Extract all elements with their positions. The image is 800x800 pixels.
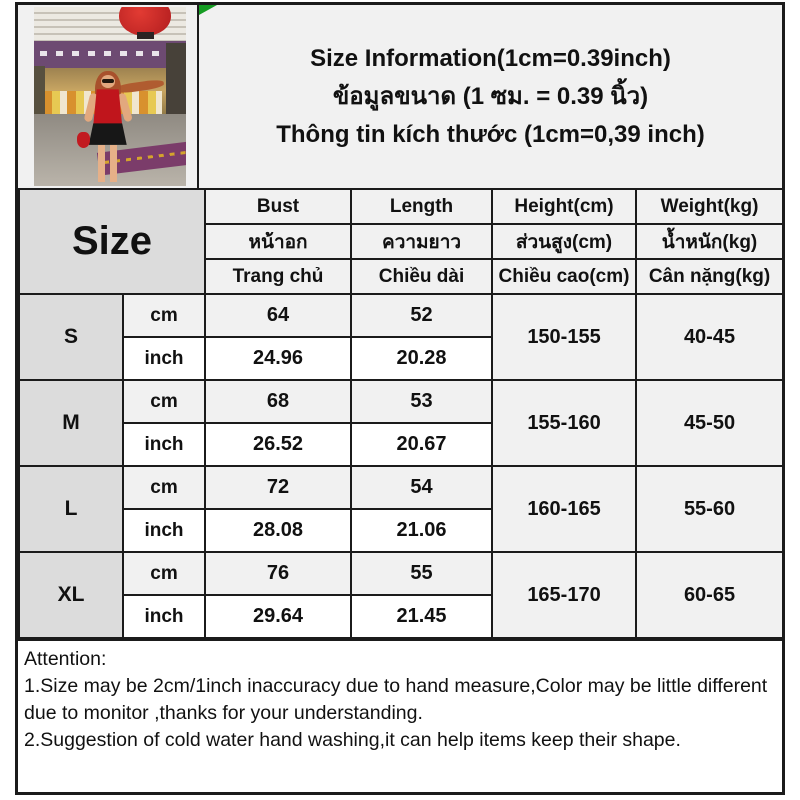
m-length-inch: 20.67 (350, 422, 494, 467)
xl-height-range: 165-170 (491, 551, 638, 639)
size-chart-sheet: Size Information(1cm=0.39inch) ข้อมูลขนา… (15, 2, 785, 795)
corner-marker-icon (199, 5, 217, 15)
s-bust-cm: 64 (204, 293, 353, 338)
m-bust-cm: 68 (204, 379, 353, 424)
header-row-vi: Trang chủ Chiều dài Chiều cao(cm) Cân nặ… (19, 258, 785, 295)
product-photo-cell (18, 5, 199, 188)
size-table: Size Bust Length Height(cm) Weight(kg) ห… (17, 188, 785, 639)
col-header-height-vi: Chiều cao(cm) (491, 258, 638, 295)
xl-weight-range: 60-65 (635, 551, 785, 639)
m-length-cm: 53 (350, 379, 494, 424)
table-row: inch 28.08 21.06 (19, 508, 783, 553)
unit-inch-label: inch (121, 336, 207, 381)
sunglasses (101, 78, 114, 83)
col-header-length-vi: Chiều dài (350, 258, 494, 295)
unit-inch-label: inch (121, 508, 207, 553)
table-row: inch 29.64 21.45 (19, 594, 783, 639)
l-length-cm: 54 (350, 465, 494, 510)
col-header-bust-en: Bust (204, 188, 353, 225)
s-bust-inch: 24.96 (204, 336, 353, 381)
attention-title: Attention: (24, 648, 107, 670)
xl-length-inch: 21.45 (350, 594, 494, 639)
col-header-bust-vi: Trang chủ (204, 258, 353, 295)
m-weight-range: 45-50 (635, 379, 785, 467)
col-header-weight-en: Weight(kg) (635, 188, 785, 225)
model-red-top (93, 89, 123, 126)
table-row: M cm 68 53 155-160 45-50 (18, 379, 785, 467)
red-lantern (119, 7, 171, 36)
unit-cm-label: cm (121, 465, 207, 510)
header-row-en: Size Bust Length Height(cm) Weight(kg) (17, 188, 785, 295)
col-header-weight-th: น้ำหนัก(kg) (635, 223, 785, 260)
xl-bust-cm: 76 (204, 551, 353, 596)
red-lantern-cap (137, 32, 155, 40)
photo-noren-text (40, 51, 180, 57)
attention-line-2: 2.Suggestion of cold water hand washing,… (24, 729, 681, 751)
attention-line-1: 1.Size may be 2cm/1inch inaccuracy due t… (24, 675, 768, 724)
title-vietnamese: Thông tin kích thước (1cm=0,39 inch) (276, 120, 705, 148)
unit-inch-label: inch (121, 594, 207, 639)
header-band: Size Information(1cm=0.39inch) ข้อมูลขนา… (18, 5, 782, 188)
s-weight-range: 40-45 (635, 293, 785, 381)
attention-notes: Attention: 1.Size may be 2cm/1inch inacc… (18, 639, 782, 792)
l-length-inch: 21.06 (350, 508, 494, 553)
col-header-bust-th: หน้าอก (204, 223, 353, 260)
l-weight-range: 55-60 (635, 465, 785, 553)
table-row: XL cm 76 55 165-170 60-65 (18, 551, 785, 639)
header-row-th: หน้าอก ความยาว ส่วนสูง(cm) น้ำหนัก(kg) (19, 223, 785, 260)
col-header-height-th: ส่วนสูง(cm) (491, 223, 638, 260)
model-leg (110, 144, 117, 183)
l-bust-inch: 28.08 (204, 508, 353, 553)
size-header-cell: Size (17, 188, 207, 295)
table-row: L cm 72 54 160-165 55-60 (18, 465, 785, 553)
col-header-weight-vi: Cân nặng(kg) (635, 258, 785, 295)
size-info-title-cell: Size Information(1cm=0.39inch) ข้อมูลขนา… (199, 5, 782, 188)
l-height-range: 160-165 (491, 465, 638, 553)
title-english: Size Information(1cm=0.39inch) (310, 44, 671, 72)
product-photo (34, 7, 186, 186)
col-header-length-en: Length (350, 188, 494, 225)
m-height-range: 155-160 (491, 379, 638, 467)
photo-pillar (34, 66, 45, 127)
col-header-height-en: Height(cm) (491, 188, 638, 225)
model-leg (97, 144, 105, 183)
title-thai: ข้อมูลขนาด (1 ซม. = 0.39 นิ้ว) (332, 82, 649, 110)
xl-bust-inch: 29.64 (204, 594, 353, 639)
xl-length-cm: 55 (350, 551, 494, 596)
s-height-range: 150-155 (491, 293, 638, 381)
s-length-cm: 52 (350, 293, 494, 338)
m-bust-inch: 26.52 (204, 422, 353, 467)
table-row: S cm 64 52 150-155 40-45 (18, 293, 785, 381)
photo-pillar (166, 42, 186, 129)
l-bust-cm: 72 (204, 465, 353, 510)
table-row: inch 26.52 20.67 (19, 422, 783, 467)
size-m-label: M (18, 379, 124, 467)
s-length-inch: 20.28 (350, 336, 494, 381)
unit-cm-label: cm (121, 551, 207, 596)
col-header-length-th: ความยาว (350, 223, 494, 260)
table-row: inch 24.96 20.28 (19, 336, 783, 381)
photo-noren-banner (34, 41, 186, 68)
red-bag (76, 132, 91, 149)
unit-cm-label: cm (121, 293, 207, 338)
size-xl-label: XL (18, 551, 124, 639)
unit-cm-label: cm (121, 379, 207, 424)
unit-inch-label: inch (121, 422, 207, 467)
size-l-label: L (18, 465, 124, 553)
size-s-label: S (18, 293, 124, 381)
model-black-skirt (88, 123, 127, 145)
